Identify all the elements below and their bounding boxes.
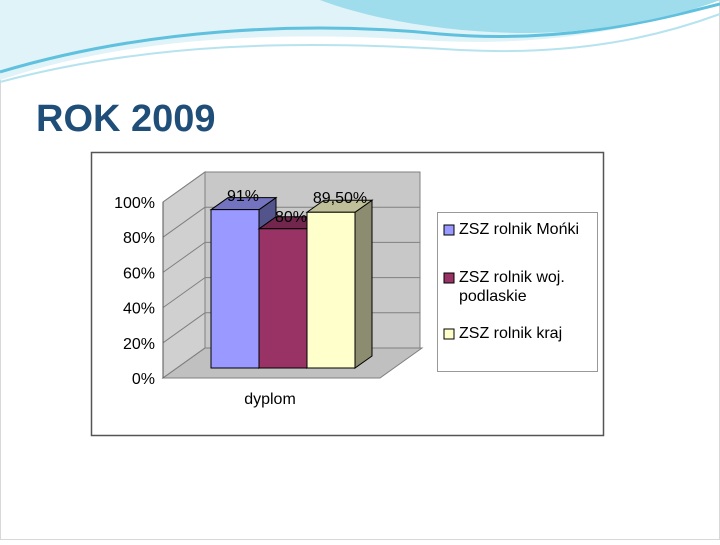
y-tick-label: 100% xyxy=(114,195,155,212)
bar-side xyxy=(354,199,373,369)
grid-line xyxy=(162,171,206,203)
y-tick-label: 40% xyxy=(123,301,155,318)
bar xyxy=(305,199,374,369)
wave-line xyxy=(0,2,720,74)
x-tick-label: dyplom xyxy=(244,391,296,408)
legend-label: ZSZ rolnik kraj xyxy=(459,325,563,342)
wave xyxy=(320,0,720,33)
legend-swatch xyxy=(443,272,455,284)
slide-title: ROK 2009 xyxy=(36,98,216,140)
data-label: 91% xyxy=(227,188,259,205)
legend-swatch xyxy=(443,328,455,340)
bar-front xyxy=(306,211,356,369)
grid-line xyxy=(162,277,206,309)
bar-front xyxy=(210,209,260,369)
bar-front xyxy=(258,228,308,369)
grid-line xyxy=(162,206,206,238)
legend xyxy=(437,212,598,372)
legend-label: ZSZ rolnik Mońki xyxy=(459,221,580,238)
y-tick-label: 0% xyxy=(132,371,155,388)
data-label: 80% xyxy=(275,209,307,226)
grid-line xyxy=(162,241,206,273)
legend-label: ZSZ rolnik woj. podlaskie xyxy=(459,269,565,305)
legend-swatch xyxy=(443,224,455,236)
wave-line xyxy=(0,13,720,83)
y-tick-label: 20% xyxy=(123,336,155,353)
y-tick-label: 60% xyxy=(123,265,155,282)
grid-line xyxy=(162,312,206,344)
y-tick-label: 80% xyxy=(123,230,155,247)
side-wall xyxy=(162,171,206,379)
grid-line xyxy=(162,347,206,379)
data-label: 89,50% xyxy=(313,190,367,207)
